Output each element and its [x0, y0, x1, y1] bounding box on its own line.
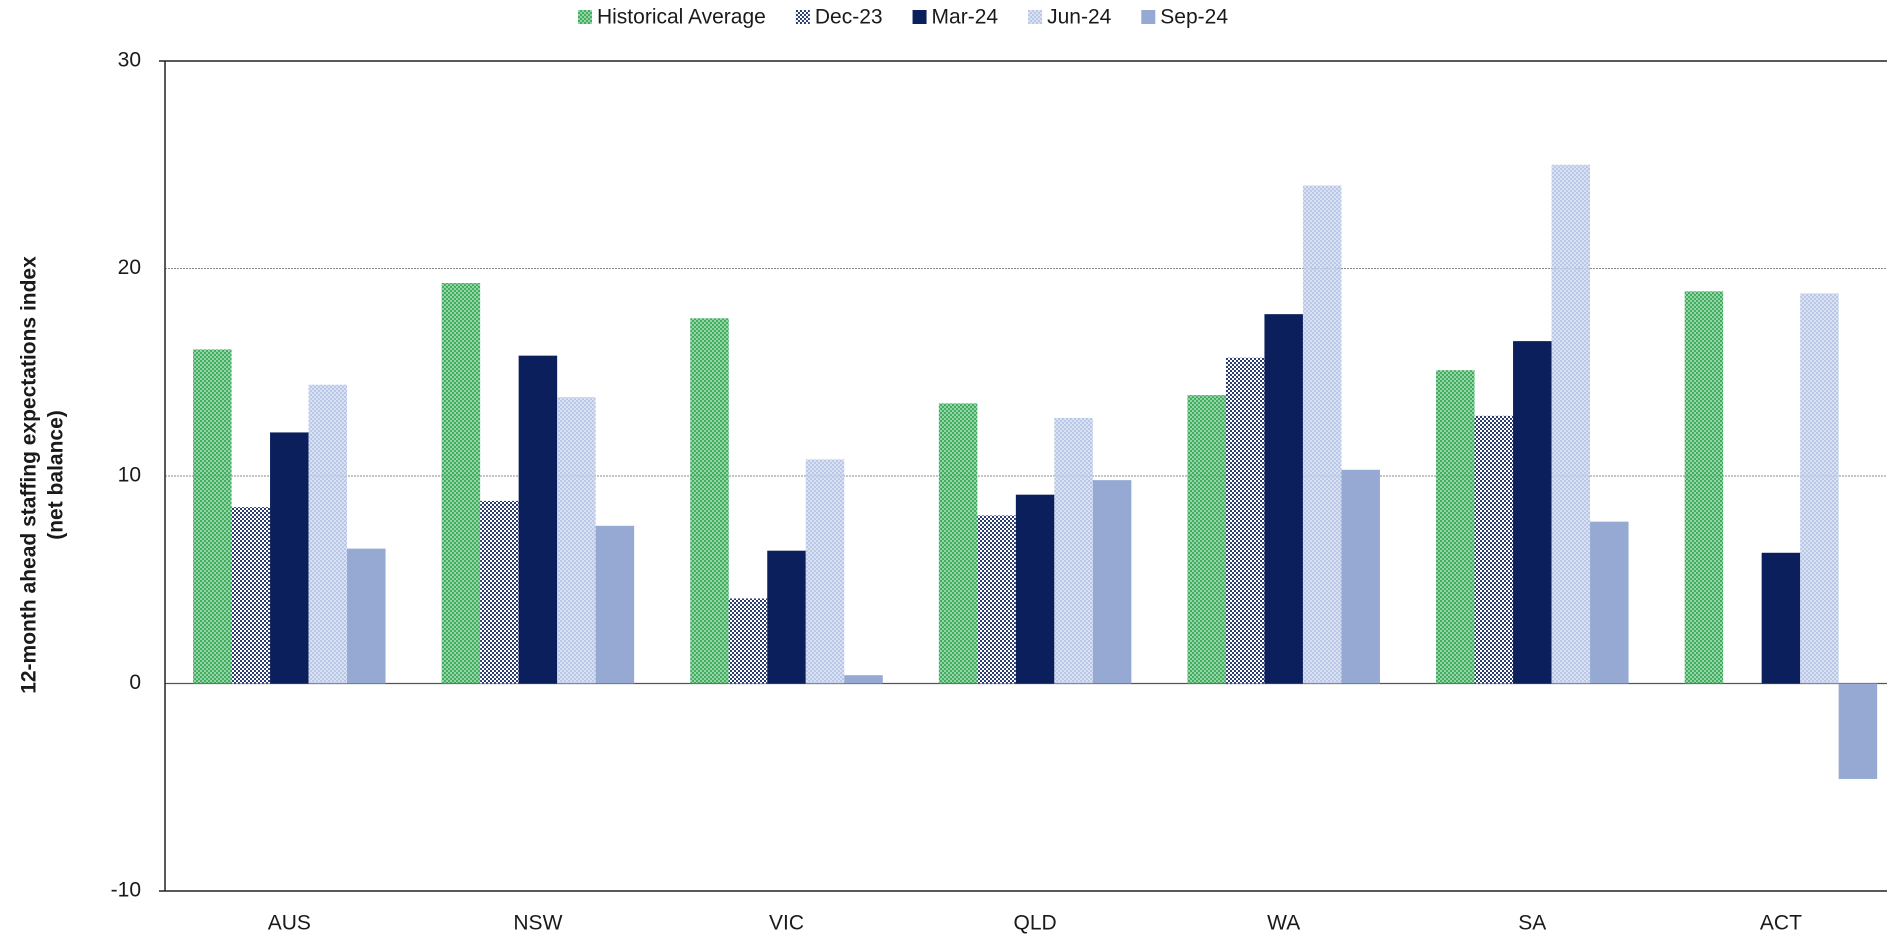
- x-tick-label: AUS: [268, 912, 311, 935]
- bar: [1513, 341, 1552, 684]
- bar: [193, 349, 232, 684]
- bar: [1761, 552, 1801, 684]
- y-tick-label: 30: [118, 49, 141, 72]
- bar: [557, 397, 596, 684]
- bar: [690, 318, 729, 684]
- bar: [1302, 185, 1342, 684]
- legend-label: Historical Average: [597, 6, 766, 29]
- legend-label: Jun-24: [1047, 6, 1112, 29]
- bar: [1187, 395, 1226, 684]
- y-axis-title-line: 12-month ahead staffing expectations ind…: [18, 256, 41, 694]
- y-axis-title: 12-month ahead staffing expectations ind…: [18, 256, 68, 694]
- bar: [441, 283, 481, 684]
- legend-label: Dec-23: [815, 6, 883, 29]
- bar: [1092, 480, 1132, 684]
- legend-swatch: [1028, 10, 1043, 24]
- legend-swatch: [795, 10, 810, 24]
- legend: Historical Average Dec-23 Mar-24 Jun-24 Sep-…: [577, 6, 1228, 29]
- bar: [347, 548, 386, 684]
- bar: [595, 525, 635, 684]
- bar: [1264, 314, 1303, 684]
- bar: [844, 675, 883, 684]
- bar: [1341, 469, 1380, 684]
- legend-label: Mar-24: [932, 6, 999, 29]
- legend-swatch: [1141, 10, 1156, 24]
- legend-label: Sep-24: [1160, 6, 1228, 29]
- bar: [1054, 417, 1093, 684]
- bar: [308, 384, 348, 684]
- bar: [1551, 164, 1591, 684]
- bar: [977, 515, 1016, 684]
- y-tick-label: 10: [118, 464, 141, 487]
- x-tick-label: ACT: [1760, 912, 1802, 935]
- bar: [1474, 415, 1514, 684]
- x-tick-label: QLD: [1014, 912, 1057, 935]
- y-tick-label: 20: [118, 256, 141, 279]
- bar: [518, 355, 558, 684]
- bar: [805, 459, 845, 684]
- bar: [1838, 683, 1878, 779]
- bar: [1800, 293, 1839, 684]
- x-tick-label: VIC: [769, 912, 804, 935]
- legend-swatch: [912, 10, 927, 24]
- x-tick-label: WA: [1267, 912, 1300, 935]
- y-axis-title-line: (net balance): [45, 410, 68, 540]
- bar: [767, 550, 806, 684]
- bar: [938, 403, 978, 684]
- y-tick-label: -10: [111, 879, 141, 902]
- bar: [270, 432, 309, 684]
- x-tick-label: NSW: [513, 912, 562, 935]
- bar: [1590, 521, 1629, 684]
- x-tick-label: SA: [1518, 912, 1546, 935]
- bar: [1015, 494, 1055, 684]
- bar: [1436, 370, 1475, 684]
- legend-swatch: [577, 10, 592, 24]
- bar: [728, 598, 768, 684]
- bar: [1225, 357, 1265, 684]
- bar: [480, 500, 519, 684]
- bar: [1684, 291, 1724, 684]
- bar: [231, 507, 271, 684]
- y-tick-label: 0: [129, 671, 141, 694]
